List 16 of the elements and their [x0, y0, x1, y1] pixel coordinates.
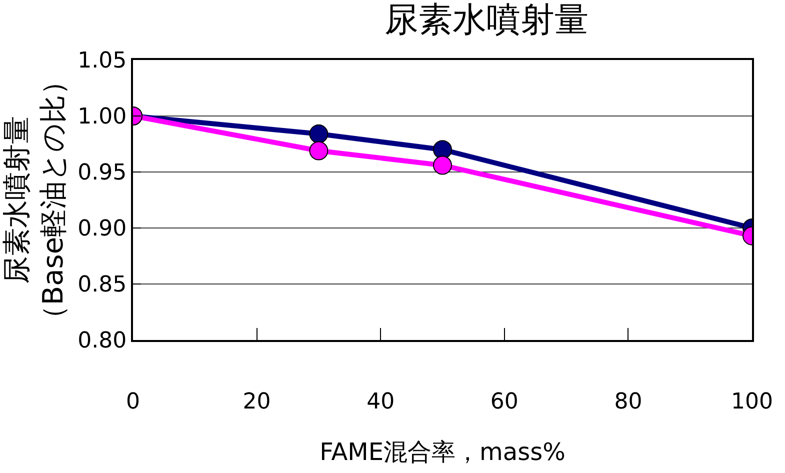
chart-title: 尿素水噴射量: [384, 0, 589, 40]
x-tick-label: 40: [366, 389, 395, 414]
x-tick-label: 100: [731, 389, 773, 414]
y-tick-label: 0.90: [78, 216, 127, 242]
x-tick-label: 60: [490, 389, 518, 414]
y-tick-label: 1.05: [78, 48, 127, 74]
x-tick-label: 0: [126, 389, 140, 414]
x-axis-title: FAME混合率，mass%: [320, 438, 566, 466]
y-tick-label: 0.80: [78, 328, 127, 354]
point: [433, 140, 452, 160]
y-tick-label: 0.85: [78, 272, 127, 298]
y-tick-label: 1.00: [78, 104, 127, 130]
y-tick-label: 0.95: [78, 160, 127, 186]
x-tick-label: 20: [242, 389, 271, 414]
y-axis-title: 尿素水噴射量（Base軽油との比）: [0, 66, 70, 334]
x-tick-label: 80: [614, 389, 642, 414]
